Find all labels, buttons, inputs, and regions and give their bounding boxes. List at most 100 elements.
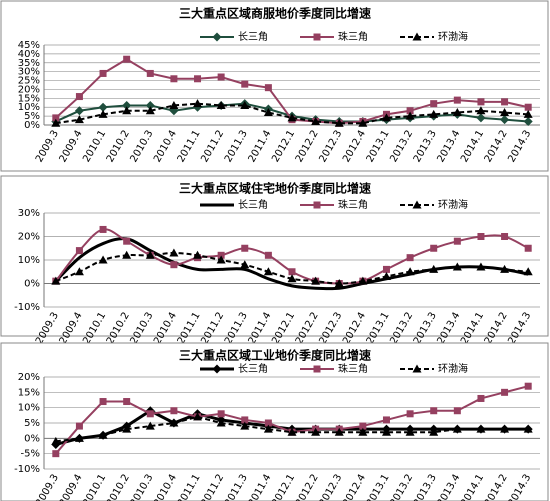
- chart-title: 三大重点区域商服地价季度同比增速: [179, 6, 371, 21]
- marker: [240, 100, 250, 109]
- marker: [287, 274, 297, 283]
- marker: [382, 265, 390, 273]
- marker: [74, 106, 84, 116]
- marker: [264, 84, 272, 92]
- marker: [263, 267, 273, 276]
- marker: [75, 247, 83, 255]
- marker: [334, 427, 344, 436]
- chart: 三大重点区域住宅地价季度同比增速-10%0%10%20%30%2009.3200…: [0, 175, 549, 346]
- marker: [476, 262, 486, 271]
- marker: [430, 244, 438, 252]
- marker: [52, 114, 60, 122]
- marker: [523, 267, 533, 276]
- marker: [406, 107, 414, 115]
- chart: 三大重点区域商服地价季度同比增速 0%5%10%15%20%25%30%35%40…: [0, 0, 549, 172]
- marker: [452, 424, 462, 433]
- marker: [217, 73, 225, 81]
- marker: [170, 261, 178, 269]
- marker: [524, 382, 532, 390]
- y-tick-label: 10%: [18, 102, 40, 113]
- y-tick-label: 0%: [24, 433, 40, 444]
- marker: [170, 407, 178, 415]
- y-tick-label: -10%: [14, 464, 40, 475]
- marker: [358, 118, 368, 127]
- legend-label: 环渤海: [438, 30, 468, 43]
- y-tick-label: 15%: [18, 387, 40, 398]
- marker: [501, 233, 509, 240]
- y-tick-label: 35%: [18, 58, 40, 69]
- marker: [217, 251, 225, 259]
- marker: [263, 108, 273, 117]
- marker: [313, 201, 321, 209]
- marker: [477, 394, 485, 402]
- marker: [523, 109, 533, 118]
- marker: [145, 100, 155, 110]
- marker: [193, 412, 203, 421]
- legend-label: 长三角: [238, 199, 268, 211]
- marker: [51, 118, 61, 127]
- marker: [500, 264, 510, 273]
- marker: [194, 75, 202, 83]
- marker: [524, 103, 532, 111]
- legend-label: 长三角: [238, 363, 268, 375]
- marker: [381, 113, 391, 122]
- marker: [429, 427, 439, 436]
- marker: [524, 244, 532, 252]
- marker: [146, 69, 154, 77]
- marker: [500, 424, 510, 433]
- marker: [169, 248, 179, 257]
- marker: [476, 424, 486, 433]
- marker: [122, 250, 132, 259]
- marker: [313, 365, 321, 373]
- marker: [405, 267, 415, 276]
- marker: [145, 106, 155, 115]
- marker: [429, 109, 439, 118]
- marker: [216, 100, 226, 109]
- marker: [359, 422, 367, 430]
- y-tick-label: 30%: [18, 208, 40, 219]
- marker: [145, 250, 155, 259]
- y-tick-label: 5%: [24, 418, 40, 429]
- chart-frame: [0, 175, 549, 337]
- legend-label: 环渤海: [438, 362, 468, 375]
- marker: [313, 33, 321, 41]
- chart: 三大重点区域工业地价季度同比增速-10%-5%0%5%10%15%20%2009…: [0, 342, 549, 501]
- marker: [123, 237, 131, 245]
- marker: [99, 69, 107, 77]
- y-tick-label: -10%: [14, 302, 40, 313]
- marker: [74, 115, 84, 124]
- marker: [453, 96, 461, 104]
- y-tick-label: 15%: [18, 93, 40, 104]
- marker: [216, 255, 226, 264]
- marker: [381, 271, 391, 280]
- marker: [145, 421, 155, 430]
- marker: [193, 250, 203, 259]
- marker: [146, 410, 154, 418]
- marker: [500, 108, 510, 117]
- marker: [429, 264, 439, 273]
- marker: [311, 276, 321, 285]
- y-tick-label: -5%: [21, 449, 40, 460]
- marker: [406, 410, 414, 418]
- marker: [288, 268, 296, 276]
- marker: [287, 113, 297, 122]
- marker: [98, 430, 108, 439]
- marker: [523, 116, 533, 126]
- marker: [123, 55, 131, 63]
- marker: [98, 109, 108, 118]
- marker: [452, 262, 462, 271]
- legend-label: 珠三角: [338, 30, 368, 43]
- marker: [52, 450, 60, 458]
- marker: [170, 75, 178, 83]
- marker: [241, 416, 249, 424]
- y-tick-label: 20%: [18, 232, 40, 243]
- marker: [452, 108, 462, 117]
- y-tick-label: 25%: [18, 76, 40, 87]
- marker: [51, 436, 61, 445]
- marker: [405, 427, 415, 436]
- y-tick-label: 5%: [24, 111, 40, 122]
- marker: [240, 421, 250, 430]
- y-tick-label: 10%: [18, 255, 40, 266]
- marker: [169, 100, 179, 109]
